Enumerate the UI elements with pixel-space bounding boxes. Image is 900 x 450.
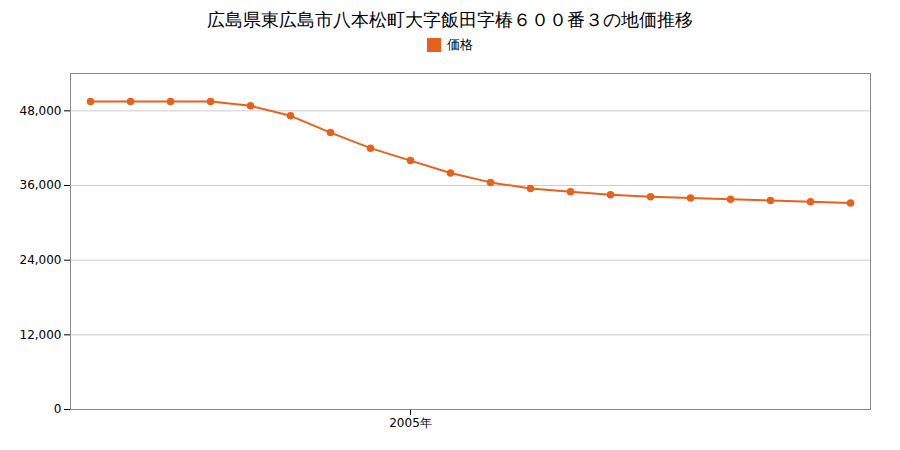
svg-text:12,000: 12,000 — [20, 328, 62, 342]
svg-text:36,000: 36,000 — [20, 178, 62, 192]
svg-text:48,000: 48,000 — [20, 104, 62, 118]
svg-text:24,000: 24,000 — [20, 253, 62, 267]
svg-text:0: 0 — [54, 402, 62, 416]
svg-text:2005年: 2005年 — [389, 416, 432, 430]
html-text:広島県東広島市八本松町大字飯田字椿６００番３の地価推移: 広島県東広島市八本松町大字飯田字椿６００番３の地価推移 — [207, 9, 693, 30]
html-text:価格: 価格 — [447, 37, 473, 52]
